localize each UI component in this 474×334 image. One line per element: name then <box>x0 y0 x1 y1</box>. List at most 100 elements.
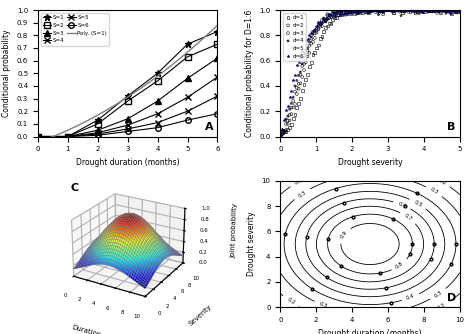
d=5 <box>413 8 421 13</box>
d=1 <box>363 7 371 13</box>
d=4 <box>408 7 416 13</box>
Line: S=2: S=2 <box>35 41 220 139</box>
d=5 <box>417 8 425 13</box>
d=6 <box>325 11 333 17</box>
Line: S=1: S=1 <box>35 28 221 140</box>
d=2 <box>345 7 353 13</box>
d=2 <box>309 39 317 44</box>
d=4 <box>320 15 328 21</box>
d=2 <box>408 7 416 13</box>
d=1 <box>302 76 310 82</box>
d=3 <box>444 7 452 13</box>
Text: 0.2: 0.2 <box>293 177 303 186</box>
d=2 <box>306 50 313 55</box>
d=6 <box>377 7 385 13</box>
d=3 <box>327 14 335 20</box>
d=6 <box>376 7 383 13</box>
d=1 <box>376 7 383 13</box>
d=4 <box>356 7 364 13</box>
d=6 <box>299 48 306 53</box>
d=5 <box>286 99 293 104</box>
d=1 <box>395 7 403 13</box>
d=1 <box>440 7 448 13</box>
d=3 <box>394 7 401 13</box>
d=4 <box>313 24 320 29</box>
d=3 <box>386 7 394 13</box>
Text: 0.6: 0.6 <box>397 201 407 209</box>
Line: S=5: S=5 <box>35 93 220 139</box>
d=4 <box>352 8 360 13</box>
S=5 <box>125 127 130 131</box>
d=2 <box>431 7 439 13</box>
S=2 <box>95 122 100 126</box>
Y-axis label: Conditional probability: Conditional probability <box>2 29 11 117</box>
d=5 <box>365 7 373 13</box>
d=2 <box>340 7 347 13</box>
d=3 <box>410 7 418 13</box>
d=6 <box>311 27 319 32</box>
d=5 <box>356 8 364 13</box>
d=4 <box>377 8 385 14</box>
d=2 <box>329 8 337 14</box>
d=1 <box>379 9 387 14</box>
d=4 <box>401 9 409 15</box>
d=3 <box>420 7 428 13</box>
d=5 <box>322 15 329 21</box>
d=2 <box>308 41 315 46</box>
Poly. (S=1) <box>200 37 206 41</box>
d=4 <box>291 83 299 89</box>
S=3 <box>155 99 160 103</box>
d=4 <box>447 7 455 13</box>
d=5 <box>392 7 400 13</box>
d=3 <box>415 9 423 14</box>
d=6 <box>429 7 437 13</box>
d=2 <box>394 7 401 13</box>
Poly. (S=1) <box>215 23 220 27</box>
d=3 <box>385 7 392 13</box>
d=1 <box>358 7 365 13</box>
d=5 <box>324 14 331 19</box>
d=6 <box>428 9 436 14</box>
Text: 0.2: 0.2 <box>437 302 447 311</box>
d=3 <box>334 9 342 14</box>
d=1 <box>386 7 394 13</box>
d=6 <box>352 9 360 14</box>
d=4 <box>325 12 333 18</box>
d=5 <box>442 8 450 13</box>
d=6 <box>404 7 412 13</box>
d=1 <box>324 23 331 29</box>
d=1 <box>295 101 302 106</box>
d=6 <box>358 9 365 14</box>
d=3 <box>411 7 419 13</box>
d=4 <box>277 133 284 138</box>
S=2 <box>65 135 71 139</box>
d=6 <box>361 7 369 13</box>
d=5 <box>411 11 419 16</box>
d=3 <box>325 15 333 21</box>
d=2 <box>370 8 378 13</box>
d=3 <box>413 8 421 13</box>
d=4 <box>354 9 362 15</box>
d=1 <box>277 133 284 138</box>
S=6 <box>65 135 71 139</box>
d=3 <box>333 9 340 14</box>
d=4 <box>372 8 380 13</box>
d=3 <box>281 130 288 135</box>
d=2 <box>352 9 360 15</box>
d=5 <box>351 7 358 13</box>
d=2 <box>446 7 454 13</box>
d=4 <box>338 9 346 14</box>
d=4 <box>311 27 319 33</box>
S=3 <box>215 56 220 60</box>
S=2 <box>215 42 220 46</box>
Line: Poly. (S=1): Poly. (S=1) <box>38 25 218 142</box>
d=2 <box>284 121 292 127</box>
d=3 <box>404 7 412 13</box>
d=2 <box>316 24 324 29</box>
d=6 <box>338 11 346 16</box>
d=2 <box>300 67 308 73</box>
d=3 <box>282 121 290 127</box>
d=6 <box>295 59 302 64</box>
d=3 <box>397 8 405 14</box>
d=3 <box>354 9 362 14</box>
